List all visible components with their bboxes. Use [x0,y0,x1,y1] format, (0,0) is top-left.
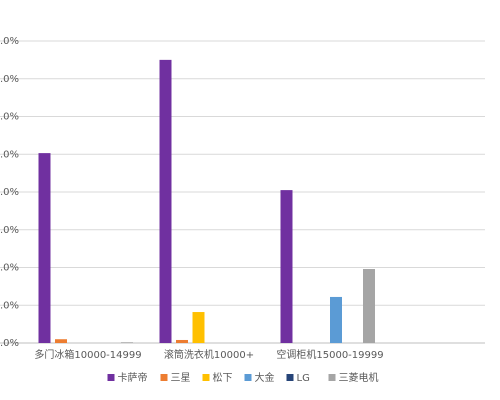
bar [330,296,342,343]
bar [363,269,375,343]
y-tick-label: 50.0% [0,149,19,160]
legend-label: 卡萨帝 [118,371,148,384]
legend-swatch [328,374,336,381]
legend-swatch [244,374,252,381]
y-tick-label: 40.0% [0,187,19,198]
legend-label: 三菱电机 [339,371,379,384]
legend-label: 大金 [255,371,275,384]
y-tick-label: 20.0% [0,263,19,274]
y-tick-label: 0.0% [0,338,19,349]
y-tick-label: 30.0% [0,225,19,236]
bar [176,339,188,343]
bar [121,342,133,343]
x-tick-label: 多门冰箱10000-14999 [34,348,141,361]
legend-swatch [286,374,294,381]
y-tick-label: 70.0% [0,74,19,85]
bar [38,153,51,343]
legend-swatch [107,374,115,381]
y-tick-label: 80.0% [0,36,19,47]
legend-swatch [160,374,168,381]
legend-label: 三星 [171,372,191,384]
x-tick-label: 空调柜机15000-19999 [276,348,383,361]
bar [280,190,293,343]
bar [192,312,205,343]
bar [159,59,172,343]
legend-label: LG [297,373,310,384]
y-tick-label: 60.0% [0,112,19,123]
legend-swatch [202,374,210,381]
legend-label: 松下 [213,371,233,384]
x-tick-label: 滚筒洗衣机10000+ [164,348,254,361]
bar [55,339,67,343]
y-tick-label: 10.0% [0,300,19,311]
